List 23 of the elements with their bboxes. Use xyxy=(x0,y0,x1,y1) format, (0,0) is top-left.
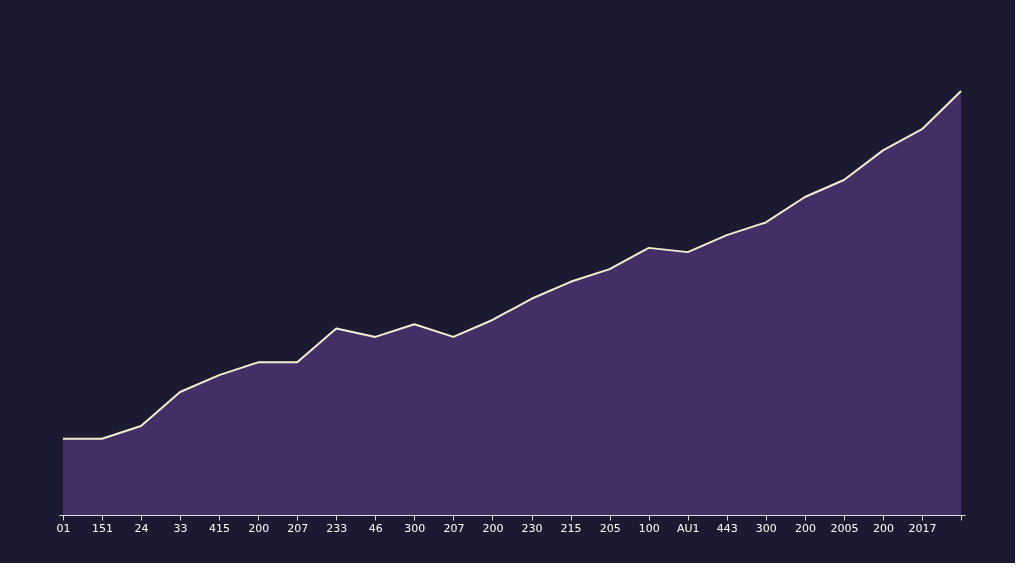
x-tick-label: 01 xyxy=(56,521,71,535)
x-tick-label: 207 xyxy=(287,521,309,535)
x-tick-label: 200 xyxy=(872,521,894,535)
x-tick-label: 200 xyxy=(794,521,816,535)
x-tick-label: 200 xyxy=(248,521,270,535)
x-tick-label: 200 xyxy=(482,521,504,535)
x-tick-label: 415 xyxy=(209,521,231,535)
x-tick-label: 46 xyxy=(368,521,383,535)
x-tick-label: 215 xyxy=(560,521,582,535)
x-tick-label: 33 xyxy=(173,521,188,535)
x-tick-label: 207 xyxy=(443,521,465,535)
x-tick-label: 205 xyxy=(599,521,621,535)
x-tick-label: 300 xyxy=(755,521,777,535)
x-tick-label: 24 xyxy=(134,521,149,535)
x-tick-label: 2005 xyxy=(830,521,859,535)
x-tick-label: 151 xyxy=(91,521,113,535)
x-tick-label: 230 xyxy=(521,521,543,535)
x-tick-label: 100 xyxy=(638,521,660,535)
x-tick-label: 2017 xyxy=(908,521,937,535)
x-tick-label: 300 xyxy=(404,521,426,535)
x-tick-label: AU1 xyxy=(676,521,700,535)
x-tick-label: 443 xyxy=(716,521,738,535)
x-tick-label: 233 xyxy=(326,521,348,535)
